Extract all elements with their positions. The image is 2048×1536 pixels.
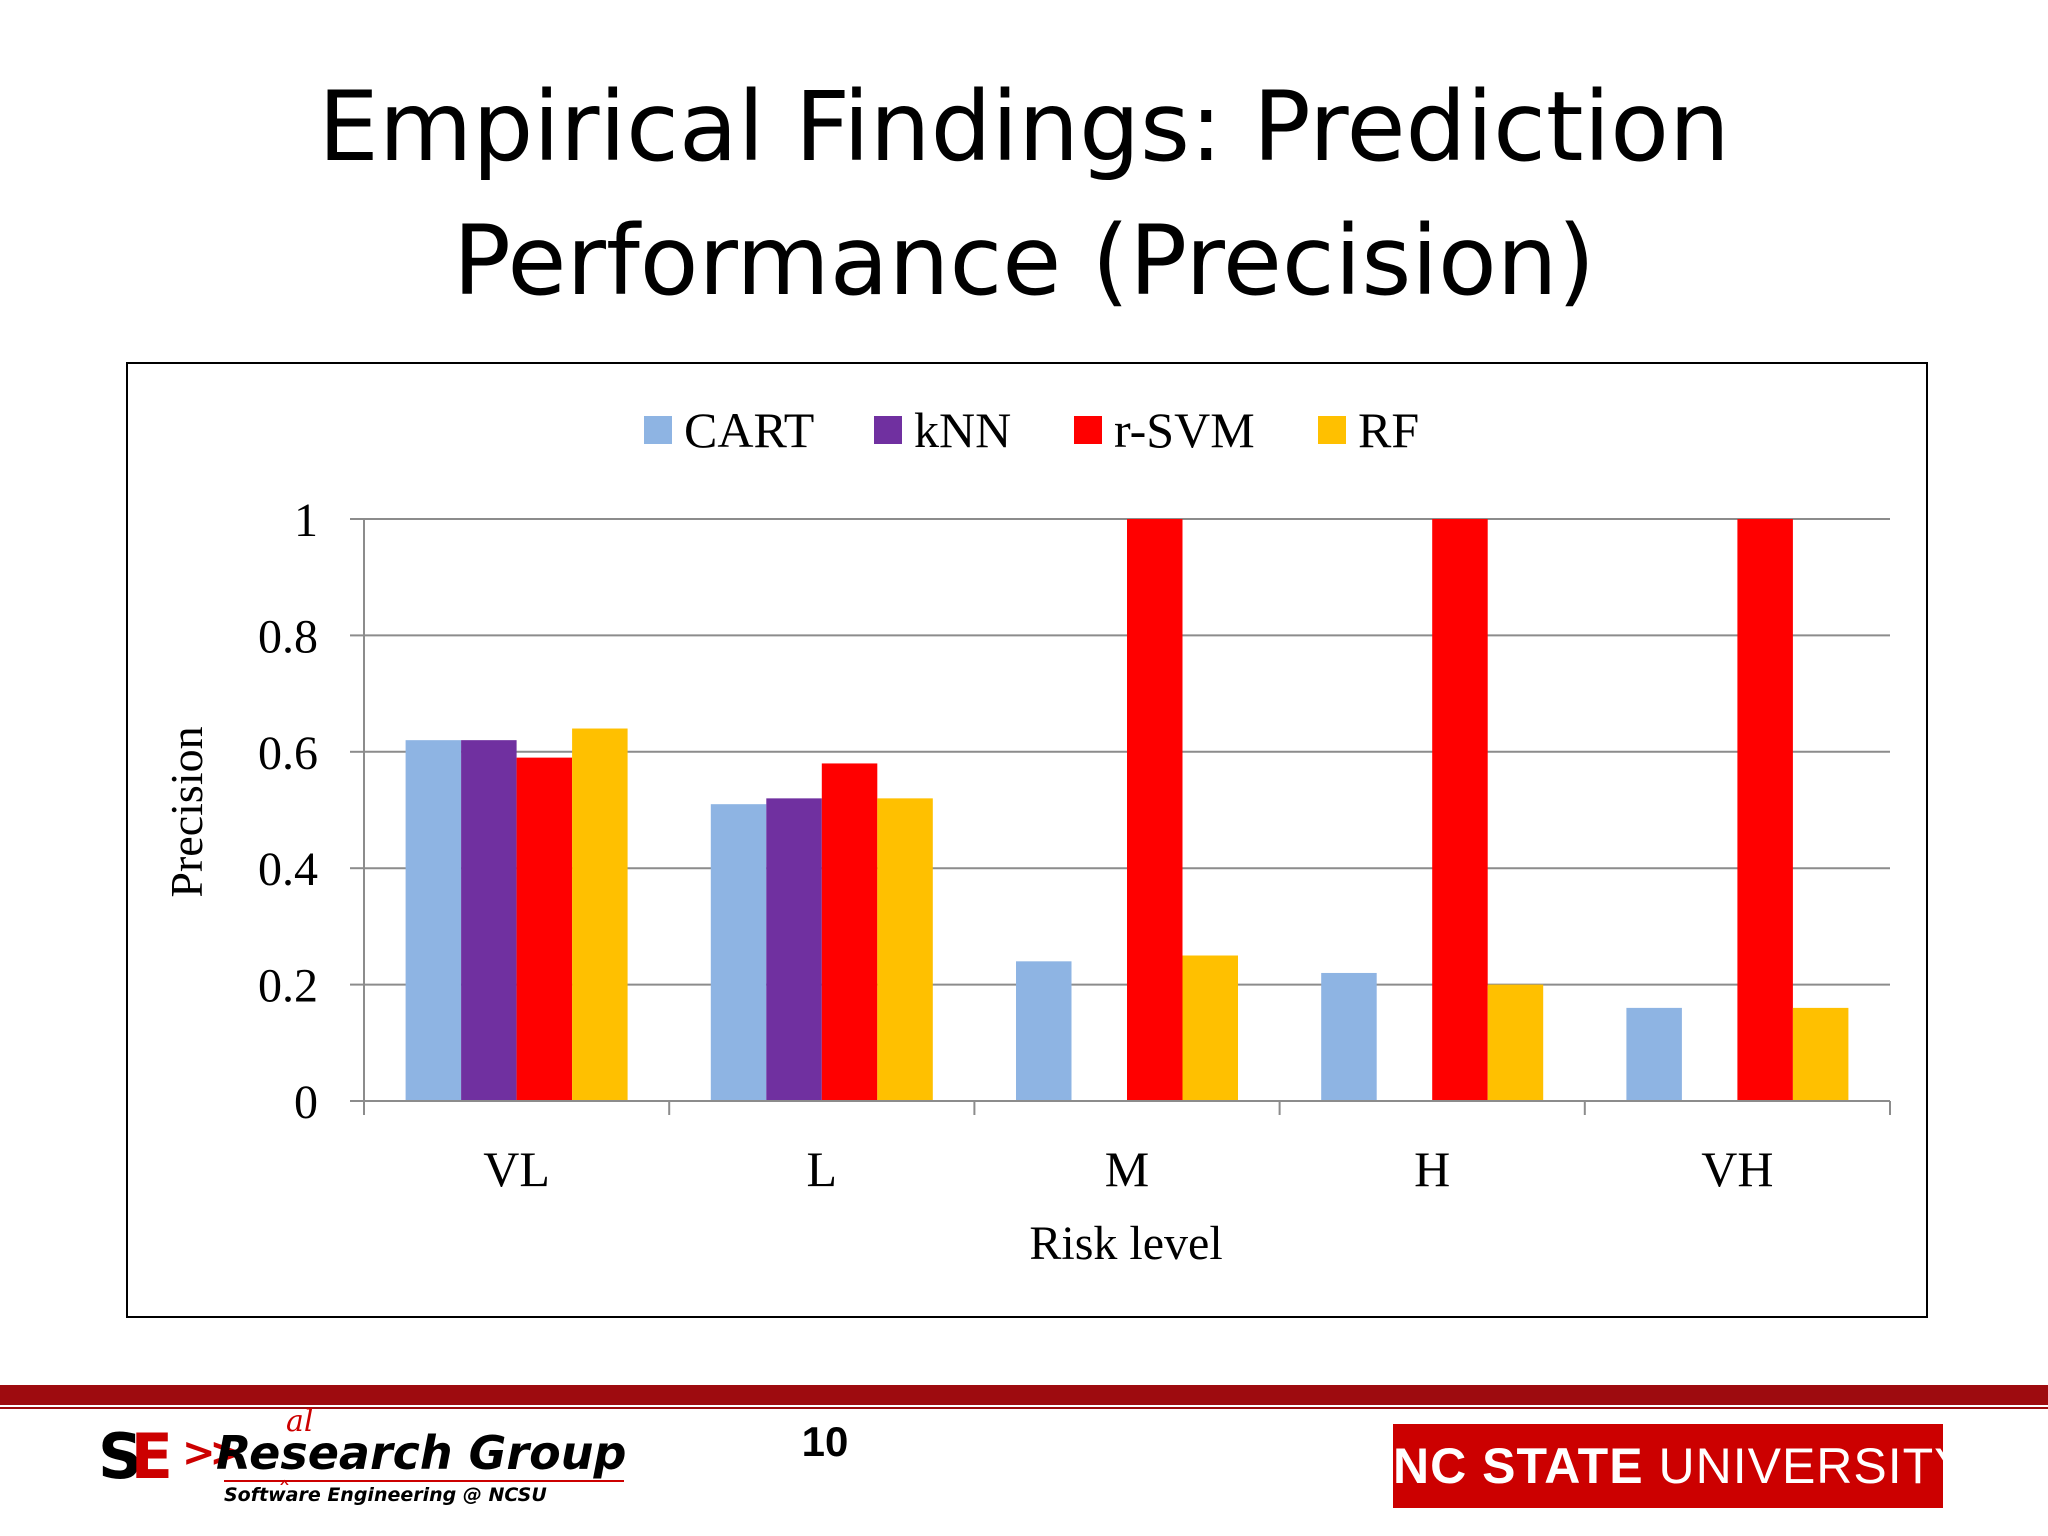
bar-r-svm-h [1432,519,1488,1101]
double-chevron-icon: >> [182,1430,243,1476]
legend: CART kNN r-SVM RF [644,402,1419,458]
x-tick-label: M [1105,1141,1149,1197]
slide-title-line-1: Empirical Findings: Prediction [318,71,1730,183]
bar-rf-vl [572,728,628,1101]
bar-cart-vh [1626,1007,1682,1101]
legend-label: RF [1358,402,1419,458]
nc-state-logo: NC STATE UNIVERSITY [1393,1424,1968,1508]
y-tick-label: 0.2 [258,960,318,1013]
x-tick-label: VL [483,1141,550,1197]
research-suffix: search Group [280,1426,627,1480]
bar-rf-h [1487,984,1544,1101]
footer-bar [0,1385,2048,1405]
legend-swatch [1318,416,1346,444]
research-insert-text: al [286,1404,314,1439]
se-logo-mark: SE [98,1424,173,1490]
slide-title-line-2: Performance (Precision) [452,205,1596,317]
bar-knn-l [766,798,822,1101]
x-tick-label: L [807,1141,838,1197]
bar-r-svm-vl [516,757,573,1101]
research-group-subtitle: Software Engineering @ NCSU [224,1484,547,1506]
nc-state-bold-text: NC STATE [1393,1438,1644,1494]
bar-knn-vl [461,740,517,1101]
page-number: 10 [801,1418,849,1465]
chart-frame: 0 0.2 0.4 0.6 0.8 1 VL L M H VH CART kNN r-SVM RF Pre… [126,362,1928,1318]
legend-label: kNN [914,402,1011,458]
precision-bar-chart: 0 0.2 0.4 0.6 0.8 1 VL L M H VH CART kNN r-SVM RF Pre… [161,402,1891,1270]
bar-rf-vh [1792,1007,1849,1101]
bar-cart-l [710,804,767,1101]
legend-label: r-SVM [1114,402,1255,458]
axes: 0 0.2 0.4 0.6 0.8 1 VL L M H VH [258,494,1891,1197]
bar-cart-vl [405,740,462,1101]
nc-state-light-text: UNIVERSITY [1658,1438,1969,1494]
legend-swatch [874,416,902,444]
research-prefix: Re [216,1426,281,1480]
logo-underline [224,1480,624,1482]
bar-r-svm-m [1127,519,1183,1101]
bar-r-svm-l [821,763,878,1101]
bar-rf-l [877,798,933,1101]
research-group-logo: SE >> Research Group al ‸ Software Engin… [98,1404,638,1518]
se-logo-e: E [130,1420,174,1493]
y-tick-label: 0.8 [258,610,318,663]
y-tick-label: 0.4 [258,843,318,896]
bar-cart-m [1016,961,1072,1101]
legend-swatch [1074,416,1102,444]
bar-cart-h [1321,972,1377,1101]
y-tick-label: 1 [294,494,318,547]
x-axis-label: Risk level [1029,1217,1222,1270]
y-tick-label: 0.6 [258,727,318,780]
caret-icon: ‸ [280,1456,289,1486]
x-tick-label: H [1414,1141,1450,1197]
legend-swatch [644,416,672,444]
legend-label: CART [684,402,814,458]
bar-r-svm-vh [1737,519,1793,1101]
slide-title: Empirical Findings: Prediction Performan… [0,60,2048,328]
x-tick-label: VH [1701,1141,1773,1197]
footer-line [0,1407,2048,1409]
se-logo-s: S [98,1420,143,1493]
bars [405,519,1849,1101]
y-tick-label: 0 [294,1076,318,1129]
y-axis-label: Precision [161,726,212,897]
bar-rf-m [1182,955,1238,1101]
research-group-name: Research Group [216,1426,626,1480]
